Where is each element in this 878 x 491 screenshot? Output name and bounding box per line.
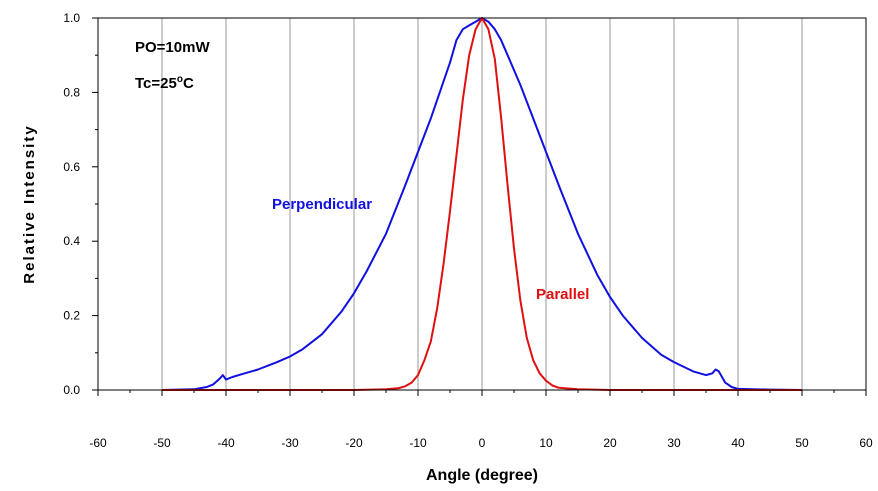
x-tick-label: 30 — [667, 436, 681, 450]
x-axis-title: Angle (degree) — [426, 467, 538, 484]
x-tick-label: -30 — [281, 436, 299, 450]
y-tick-label: 0.0 — [63, 383, 80, 397]
x-tick-label: -50 — [153, 436, 171, 450]
y-tick-label: 1.0 — [63, 11, 80, 25]
degree-superscript: o — [177, 74, 183, 85]
power-annotation: PO=10mW — [135, 39, 210, 56]
series-label-parallel: Parallel — [536, 286, 589, 303]
grid-lines — [161, 18, 803, 390]
x-tick-label: -10 — [409, 436, 427, 450]
x-tick-label: -20 — [345, 436, 363, 450]
series-label-perpendicular: Perpendicular — [272, 196, 372, 213]
x-tick-label: 20 — [603, 436, 617, 450]
x-tick-label: 50 — [795, 436, 809, 450]
x-tick-label: 0 — [479, 436, 486, 450]
x-tick-label: 40 — [731, 436, 745, 450]
temperature-unit: C — [183, 75, 194, 92]
x-tick-label: 10 — [539, 436, 553, 450]
y-axis-title: Relative Intensity — [21, 124, 38, 283]
x-tick-label: -40 — [217, 436, 235, 450]
x-tick-label: 60 — [859, 436, 873, 450]
series-line-parallel — [162, 17, 802, 391]
axis-ticks: -60 -50 -40 -30 -20 -10 0 10 20 30 40 50 60 0.0 0.2 0.4… — [63, 11, 873, 450]
y-tick-label: 0.4 — [63, 234, 80, 248]
y-tick-label: 0.8 — [63, 85, 80, 99]
y-tick-label: 0.6 — [63, 160, 80, 174]
temperature-value: Tc=25 — [135, 75, 177, 92]
y-tick-label: 0.2 — [63, 309, 80, 323]
temperature-annotation: Tc=25oC — [135, 74, 194, 92]
x-tick-label: -60 — [89, 436, 107, 450]
